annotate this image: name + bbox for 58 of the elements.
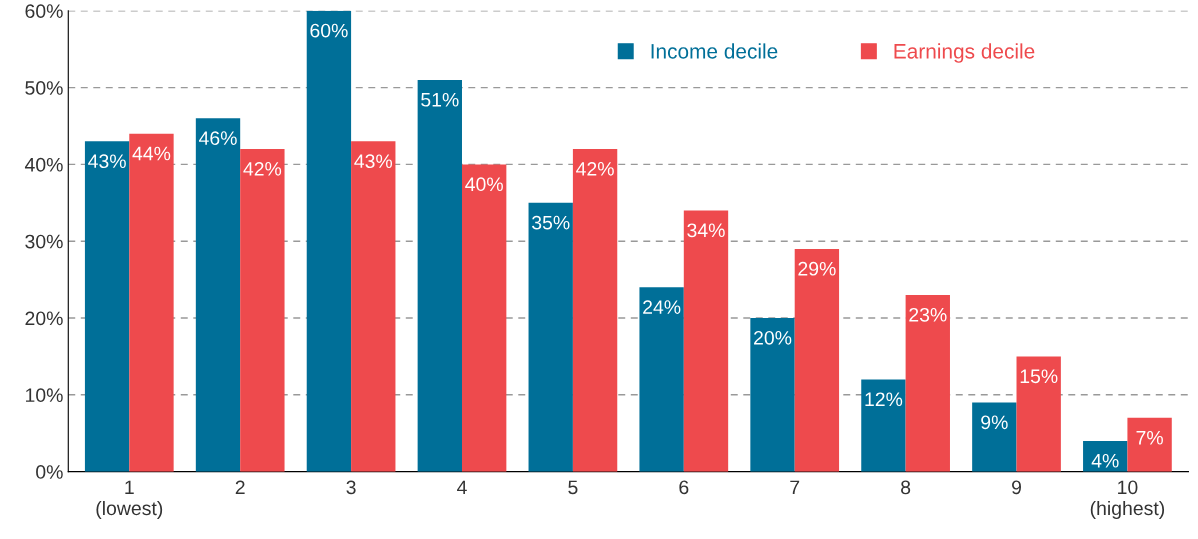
data-label: 15% <box>1020 369 1058 384</box>
bar <box>1127 417 1172 472</box>
data-label: 29% <box>798 261 836 276</box>
x-tick-label: 8 <box>901 480 911 495</box>
bar <box>1016 356 1061 472</box>
bar <box>794 248 840 472</box>
data-label: 7% <box>1136 430 1163 445</box>
legend-label: Income decile <box>651 43 778 59</box>
x-tick-label: 3 <box>346 480 356 495</box>
bar <box>195 118 241 472</box>
data-label: 20% <box>754 330 792 345</box>
y-tick-label: 30% <box>25 234 63 249</box>
x-tick-label: 2 <box>235 480 245 495</box>
data-label: 12% <box>865 392 903 407</box>
data-label: 42% <box>243 161 282 176</box>
data-label: 60% <box>310 23 348 38</box>
x-tick-label: 9 <box>1012 480 1021 495</box>
bar <box>306 10 352 472</box>
bar <box>861 379 906 472</box>
data-label: 42% <box>576 161 614 176</box>
data-label: 24% <box>643 300 681 314</box>
bar <box>639 287 684 472</box>
y-tick-label: 20% <box>25 311 63 326</box>
bar <box>417 79 462 472</box>
bar <box>572 149 618 472</box>
bar <box>462 164 507 472</box>
bar <box>905 294 950 472</box>
x-tick-label: 4 <box>457 480 467 495</box>
x-tick-label: 6 <box>679 480 689 495</box>
bar <box>84 141 130 472</box>
y-tick-label: 40% <box>24 157 63 172</box>
y-tick-label: 0% <box>36 465 63 479</box>
data-label: 4% <box>1091 453 1119 468</box>
y-tick-label: 50% <box>25 81 63 95</box>
data-label: 34% <box>687 223 725 238</box>
x-tick-label: 10 (highest) <box>1090 480 1165 520</box>
bar <box>750 318 795 472</box>
bar <box>683 210 729 472</box>
data-label: 43% <box>88 154 126 169</box>
data-label: 43% <box>354 154 393 169</box>
data-label: 46% <box>198 131 237 146</box>
data-label: 35% <box>532 215 570 230</box>
y-tick-label: 10% <box>25 388 63 403</box>
bar <box>129 133 174 472</box>
data-label: 9% <box>981 415 1008 430</box>
y-tick-label: 60% <box>25 4 63 19</box>
x-tick-label: 5 <box>568 480 578 495</box>
bar <box>972 402 1017 472</box>
bar <box>351 141 396 472</box>
bar <box>240 149 285 472</box>
x-tick-label: 1 (lowest) <box>96 480 163 520</box>
data-label: 23% <box>909 307 947 322</box>
data-label: 51% <box>421 92 459 107</box>
data-label: 40% <box>465 177 503 192</box>
data-label: 44% <box>132 146 171 161</box>
bar <box>528 202 573 472</box>
x-tick-label: 7 <box>790 480 800 495</box>
legend-label: Earnings decile <box>894 43 1035 63</box>
